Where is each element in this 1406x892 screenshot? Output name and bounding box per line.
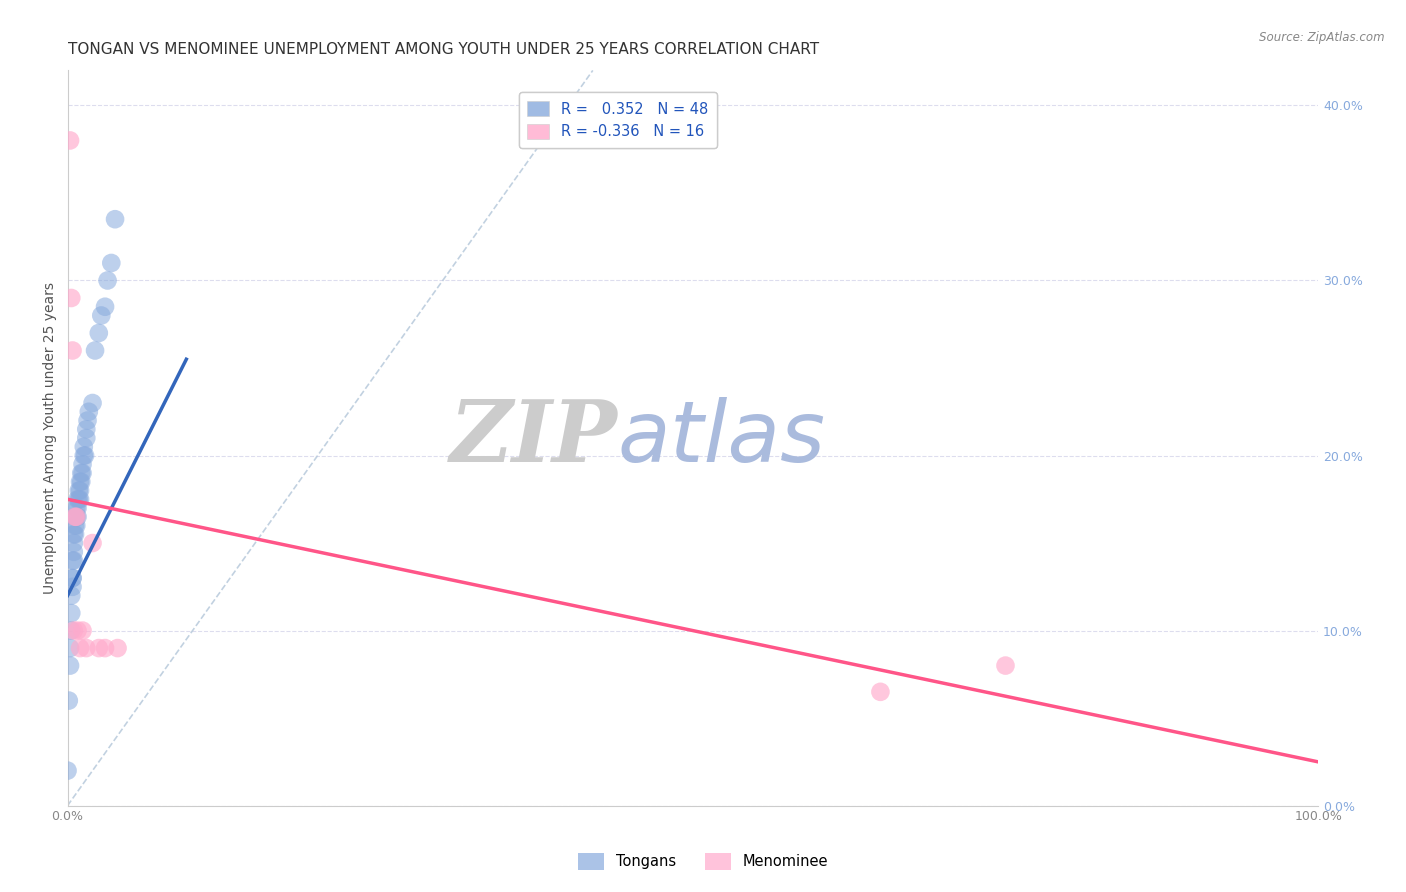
Text: ZIP: ZIP	[450, 396, 617, 480]
Point	[994, 658, 1017, 673]
Point	[63, 509, 86, 524]
Point	[63, 509, 86, 524]
Point	[869, 685, 891, 699]
Point	[73, 440, 96, 454]
Point	[76, 413, 98, 427]
Point	[73, 449, 96, 463]
Point	[62, 553, 84, 567]
Point	[59, 133, 82, 147]
Point	[65, 501, 87, 516]
Point	[65, 518, 87, 533]
Point	[72, 466, 94, 480]
Point	[70, 466, 93, 480]
Point	[69, 641, 91, 656]
Point	[87, 326, 110, 340]
Point	[82, 536, 104, 550]
Point	[69, 492, 91, 507]
Point	[62, 527, 84, 541]
Point	[77, 405, 100, 419]
Point	[72, 457, 94, 471]
Point	[62, 536, 84, 550]
Point	[62, 343, 84, 358]
Point	[75, 641, 97, 656]
Point	[90, 309, 112, 323]
Text: Source: ZipAtlas.com: Source: ZipAtlas.com	[1260, 31, 1385, 45]
Point	[87, 641, 110, 656]
Point	[67, 483, 90, 498]
Point	[94, 641, 117, 656]
Point	[60, 589, 83, 603]
Text: TONGAN VS MENOMINEE UNEMPLOYMENT AMONG YOUTH UNDER 25 YEARS CORRELATION CHART: TONGAN VS MENOMINEE UNEMPLOYMENT AMONG Y…	[67, 42, 818, 57]
Point	[100, 256, 122, 270]
Point	[75, 422, 97, 436]
Point	[73, 449, 96, 463]
Point	[62, 545, 84, 559]
Point	[107, 641, 129, 656]
Point	[104, 212, 127, 227]
Point	[66, 509, 89, 524]
Point	[69, 483, 91, 498]
Point	[65, 509, 87, 524]
Legend: Tongans, Menominee: Tongans, Menominee	[572, 847, 834, 876]
Point	[94, 300, 117, 314]
Point	[56, 764, 79, 778]
Point	[96, 273, 118, 287]
Point	[62, 553, 84, 567]
Legend: R =   0.352   N = 48, R = -0.336   N = 16: R = 0.352 N = 48, R = -0.336 N = 16	[519, 93, 717, 148]
Point	[66, 501, 89, 516]
Point	[59, 658, 82, 673]
Point	[63, 518, 86, 533]
Text: atlas: atlas	[617, 397, 825, 480]
Point	[60, 606, 83, 620]
Y-axis label: Unemployment Among Youth under 25 years: Unemployment Among Youth under 25 years	[44, 282, 58, 594]
Point	[84, 343, 107, 358]
Point	[63, 527, 86, 541]
Point	[62, 571, 84, 585]
Point	[58, 693, 80, 707]
Point	[75, 431, 97, 445]
Point	[62, 624, 84, 638]
Point	[67, 492, 90, 507]
Point	[59, 641, 82, 656]
Point	[66, 492, 89, 507]
Point	[60, 624, 83, 638]
Point	[62, 580, 84, 594]
Point	[66, 624, 89, 638]
Point	[70, 475, 93, 489]
Point	[82, 396, 104, 410]
Point	[60, 291, 83, 305]
Point	[65, 509, 87, 524]
Point	[69, 475, 91, 489]
Point	[62, 571, 84, 585]
Point	[72, 624, 94, 638]
